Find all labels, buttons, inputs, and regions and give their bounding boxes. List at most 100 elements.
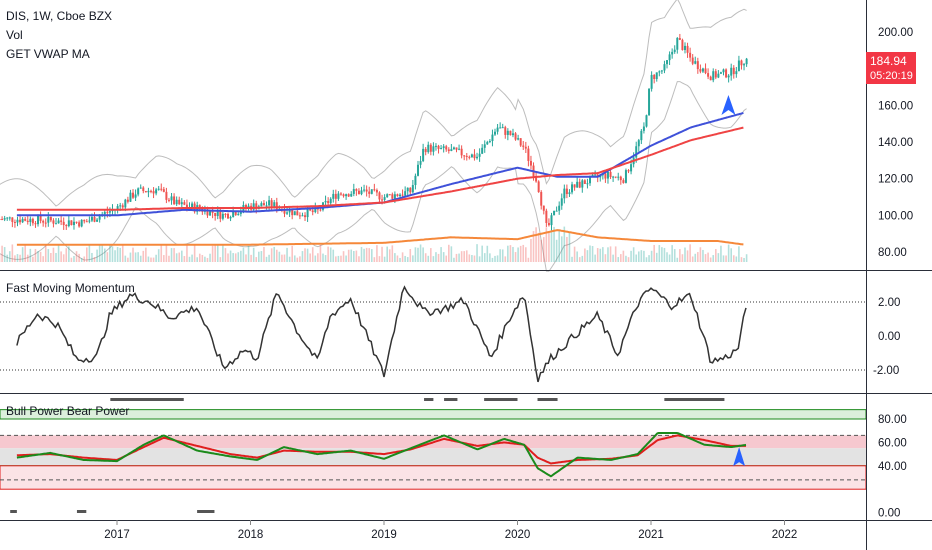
volume-bar (39, 251, 42, 262)
candle-body (432, 146, 435, 152)
candle-body (29, 218, 32, 222)
candle-body (355, 189, 358, 191)
volume-bar (165, 244, 168, 262)
volume-bar (637, 251, 640, 262)
candle-body (681, 39, 684, 50)
volume-bar (73, 255, 75, 262)
candle-body (160, 188, 163, 190)
volume-bar (234, 253, 237, 262)
volume-bar (198, 253, 201, 262)
bullbear-pane-title[interactable]: Bull Power Bear Power (6, 404, 129, 418)
volume-bar (684, 247, 686, 262)
momentum-pane-title[interactable]: Fast Moving Momentum (6, 281, 135, 295)
volume-bar (304, 248, 306, 262)
volume-bar (278, 251, 281, 262)
candle-body (347, 194, 350, 197)
candle-body (293, 211, 296, 216)
candle-body (591, 174, 594, 176)
candle-body (550, 215, 553, 226)
candle-body (34, 223, 37, 225)
volume-bar (386, 246, 388, 262)
candle-body (388, 194, 391, 196)
volume-bar (347, 249, 350, 262)
candle-body (24, 218, 27, 221)
candle-body (666, 60, 669, 65)
volume-bar (88, 244, 91, 262)
candle-body (49, 216, 52, 221)
volume-bar (335, 256, 337, 262)
candle-body (373, 189, 376, 191)
neutral-zone (0, 448, 866, 466)
candle-body (555, 210, 558, 212)
candle-body (88, 220, 91, 222)
candle-body (578, 181, 581, 188)
volume-bar (291, 245, 293, 262)
candle-body (252, 203, 255, 210)
candle-body (712, 71, 715, 81)
volume-bar (743, 257, 745, 262)
volume-bar (78, 253, 80, 262)
candle-body (90, 217, 93, 221)
price-candles[interactable] (0, 33, 748, 231)
volume-bar (640, 250, 643, 262)
volume-bar (458, 253, 460, 262)
volume-bar (465, 250, 468, 262)
volume-bar (62, 254, 65, 262)
volume-bar (21, 247, 24, 262)
volume-bar (245, 254, 247, 262)
candle-body (237, 213, 240, 216)
volume-bar (535, 227, 537, 262)
bull-bear-power-pane[interactable] (0, 409, 867, 513)
candle-body (401, 194, 404, 196)
candle-body (65, 225, 68, 227)
volume-bar (399, 257, 401, 262)
volume-bar (686, 250, 689, 262)
candle-body (594, 174, 597, 176)
volume-bar (596, 248, 599, 262)
candle-body (296, 211, 299, 216)
candle-body (185, 204, 188, 208)
volume-bar (365, 247, 368, 262)
candle-body (345, 194, 348, 197)
volume-bar (445, 255, 448, 262)
volume-bar (481, 245, 483, 262)
candle-body (663, 64, 666, 71)
candle-body (699, 69, 702, 72)
candle-body (501, 127, 504, 129)
volume-bar (301, 251, 304, 262)
volume-bar (509, 245, 512, 262)
volume-bar (168, 255, 170, 262)
candle-body (55, 223, 58, 225)
candle-body (165, 191, 168, 200)
candle-body (696, 61, 699, 70)
signal-mark (10, 510, 17, 513)
volume-bar (237, 252, 240, 262)
volume-bar (3, 247, 6, 262)
candle-body (707, 73, 710, 77)
volume-bar (663, 247, 666, 262)
candle-body (314, 207, 317, 213)
volume-bar (576, 251, 578, 262)
candle-body (37, 215, 40, 225)
volume-indicator-label[interactable]: Vol (6, 28, 23, 42)
symbol-title[interactable]: DIS, 1W, Cboe BZX (6, 9, 112, 23)
candle-body (206, 209, 209, 216)
volume-bar (522, 244, 525, 262)
volume-bar (14, 255, 16, 262)
candle-body (540, 192, 543, 206)
candle-body (465, 155, 468, 157)
candle-body (655, 72, 658, 80)
candle-body (486, 142, 489, 145)
volume-bar (6, 254, 9, 262)
bollinger-bands (0, 0, 747, 272)
volume-bar (227, 253, 229, 262)
candle-body (370, 189, 373, 194)
candle-body (3, 218, 6, 220)
candle-body (149, 190, 152, 192)
candle-body (13, 221, 16, 223)
momentum-pane[interactable] (0, 285, 866, 401)
vwap-indicator-label[interactable]: GET VWAP MA (6, 47, 90, 61)
volume-bar (412, 255, 414, 262)
